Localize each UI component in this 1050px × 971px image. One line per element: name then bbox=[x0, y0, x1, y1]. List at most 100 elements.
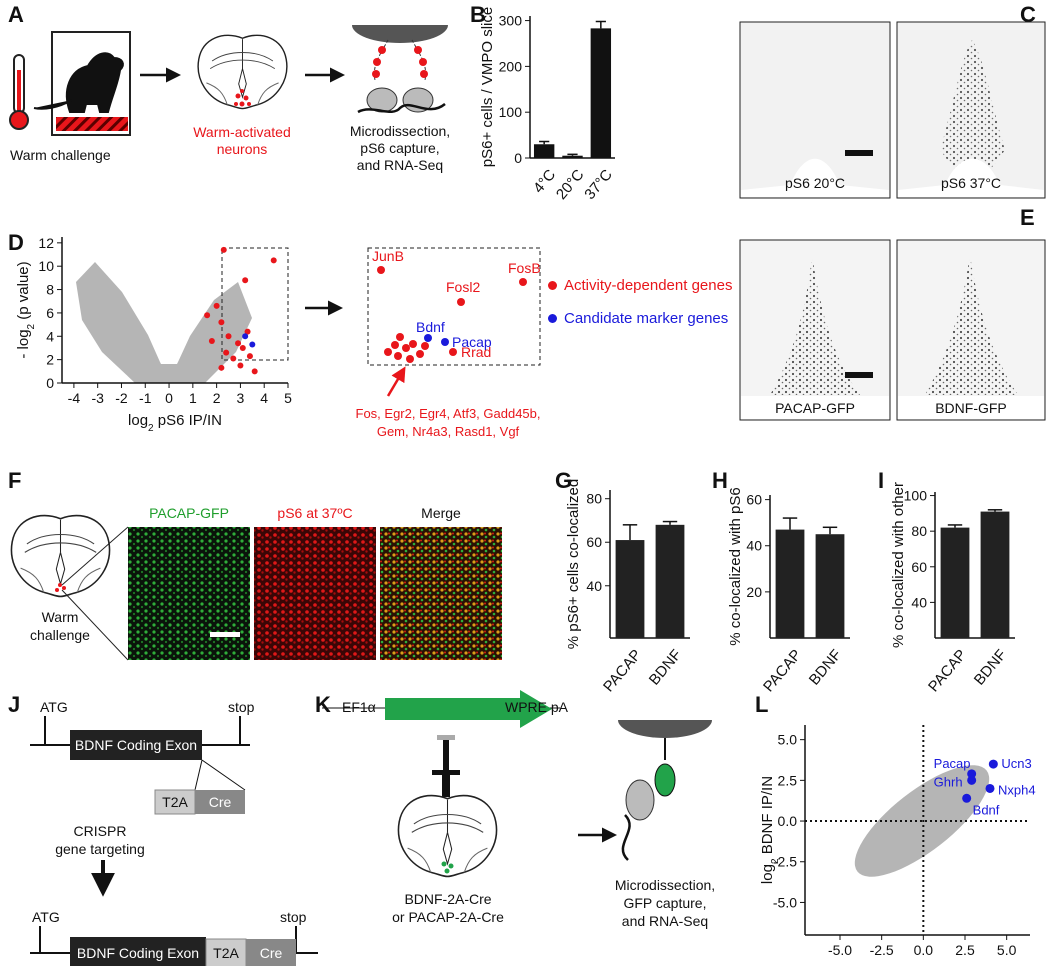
thermometer-fill bbox=[17, 70, 21, 118]
legend-item: Activity-dependent genes bbox=[546, 276, 736, 295]
zoom-box bbox=[221, 247, 289, 361]
caption: GFP capture, bbox=[623, 895, 706, 911]
x-tick-label: 5.0 bbox=[997, 942, 1017, 958]
exon-label: BDNF Coding Exon bbox=[75, 737, 197, 753]
brain-schematic bbox=[197, 34, 288, 110]
data-point bbox=[967, 769, 977, 779]
inset-points bbox=[377, 266, 527, 363]
inset-box bbox=[367, 247, 541, 366]
gene-label: Fosl2 bbox=[446, 279, 480, 295]
arrow bbox=[386, 366, 406, 397]
image-title: PACAP-GFP bbox=[149, 505, 229, 521]
y-tick-label: 100 bbox=[904, 488, 928, 504]
label: ATG bbox=[40, 699, 68, 715]
panel-letter: F bbox=[8, 468, 21, 493]
caption: Microdissection, bbox=[350, 123, 450, 139]
image-label: pS6 37°C bbox=[941, 175, 1001, 191]
panel-letter: I bbox=[878, 468, 884, 493]
data-point bbox=[204, 312, 211, 319]
brain-schematic bbox=[397, 794, 498, 878]
y-tick-label: 300 bbox=[499, 13, 523, 29]
gene-list: Gem, Nr4a3, Rasd1, Vgf bbox=[377, 424, 520, 439]
image-label: pS6 20°C bbox=[785, 175, 845, 191]
y-tick-label: 100 bbox=[499, 104, 523, 120]
panel-letter: J bbox=[8, 692, 20, 717]
gene-label: JunB bbox=[372, 248, 404, 264]
image-title: Merge bbox=[421, 505, 461, 521]
ribosome bbox=[625, 779, 655, 821]
antibody bbox=[373, 39, 427, 81]
axis-label: % co-localized with pS6 bbox=[727, 487, 744, 645]
legend-item: Candidate marker genes bbox=[546, 309, 736, 328]
staining bbox=[940, 40, 1005, 170]
cre-box bbox=[246, 939, 296, 967]
legend-swatch bbox=[548, 314, 557, 323]
gene-label: Rrad bbox=[461, 344, 491, 360]
caption: or PACAP-2A-Cre bbox=[392, 909, 504, 925]
gfp-ribosome bbox=[654, 763, 676, 797]
x-tick-label: BDNF bbox=[646, 646, 685, 688]
x-tick-label: PACAP bbox=[760, 646, 805, 695]
point-label: Ghrh bbox=[934, 774, 963, 789]
x-tick-label: 0 bbox=[165, 390, 173, 406]
x-tick-label: 3 bbox=[237, 390, 245, 406]
axis-label: % pS6+ cells co-localized bbox=[565, 479, 582, 650]
y-tick-label: 5.0 bbox=[778, 732, 798, 748]
axis-label-part: log bbox=[128, 412, 148, 429]
panel-letter: K bbox=[315, 692, 331, 717]
data-point bbox=[235, 340, 242, 347]
syringe bbox=[432, 770, 460, 775]
axis-label-part: - log bbox=[15, 329, 32, 358]
panel-letter: H bbox=[712, 468, 728, 493]
zoom-line bbox=[61, 526, 129, 586]
x-tick-label: 2 bbox=[213, 390, 221, 406]
syringe bbox=[443, 740, 449, 770]
caption: Warm challenge bbox=[10, 147, 111, 163]
capture-bead bbox=[618, 720, 712, 738]
inset-point bbox=[424, 334, 432, 342]
x-tick-label: 1 bbox=[189, 390, 197, 406]
y-tick-label: 4 bbox=[46, 328, 54, 344]
bar bbox=[980, 511, 1010, 638]
bar bbox=[615, 540, 645, 638]
micrograph bbox=[254, 527, 376, 660]
caption: pS6 capture, bbox=[360, 140, 439, 156]
y-tick-label: 80 bbox=[586, 491, 602, 507]
exon bbox=[70, 937, 206, 969]
caption: neurons bbox=[217, 141, 268, 157]
ps6-marks bbox=[372, 46, 428, 78]
mrna bbox=[357, 102, 446, 114]
y-tick-label: 60 bbox=[586, 534, 602, 550]
panel-letter: A bbox=[8, 2, 24, 27]
y-tick-label: 20 bbox=[746, 584, 762, 600]
x-tick-label: 4 bbox=[260, 390, 268, 406]
zoom-line bbox=[61, 589, 129, 661]
inset-point bbox=[441, 338, 449, 346]
bar bbox=[590, 28, 612, 159]
bar bbox=[533, 144, 555, 158]
thermometer-bulb bbox=[9, 110, 29, 130]
data-point bbox=[213, 302, 220, 309]
panel-e-images: PACAP-GFP BDNF-GFP bbox=[739, 239, 1046, 421]
label-strip bbox=[898, 396, 1044, 419]
axis-label-part: 2 bbox=[26, 323, 37, 329]
image-label: PACAP-GFP bbox=[775, 400, 855, 416]
data-point bbox=[270, 257, 277, 264]
x-tick-label: 20°C bbox=[553, 166, 588, 203]
mrna bbox=[621, 814, 631, 861]
step-label: CRISPR bbox=[74, 823, 127, 839]
label: T2A bbox=[213, 945, 239, 961]
data-point bbox=[220, 246, 227, 253]
panel-f: Warm challenge PACAP-GFP pS6 at 37ºC Mer… bbox=[10, 505, 502, 661]
legend-label: Activity-dependent genes bbox=[564, 277, 733, 294]
bar bbox=[775, 529, 805, 638]
labeled-neurons bbox=[441, 861, 454, 874]
x-tick-label: BDNF bbox=[806, 646, 845, 688]
data-point bbox=[251, 368, 258, 375]
y-tick-label: -2.5 bbox=[773, 854, 797, 870]
axis-label-part: pS6 IP/IN bbox=[154, 412, 222, 429]
step-label: gene targeting bbox=[55, 841, 145, 857]
y-tick-label: 0.0 bbox=[778, 813, 798, 829]
bar bbox=[940, 527, 970, 638]
